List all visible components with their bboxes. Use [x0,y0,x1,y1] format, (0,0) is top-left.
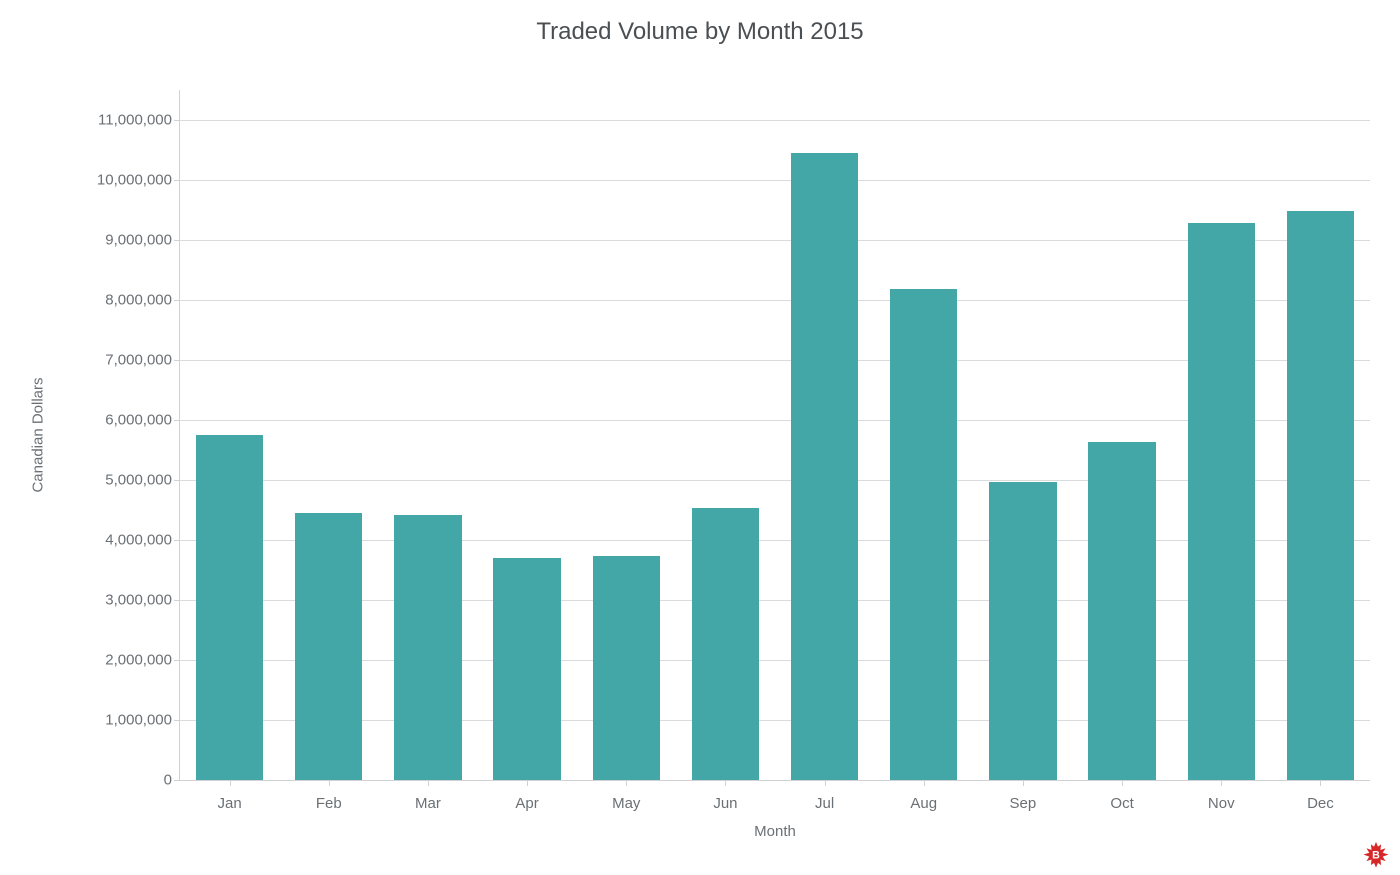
bar [593,556,660,780]
y-tick-mark [174,120,180,121]
x-tick-label: Aug [910,795,937,812]
bar [394,515,461,780]
x-tick-mark [924,780,925,786]
bars-group [180,90,1370,780]
y-tick-label: 6,000,000 [32,412,172,429]
y-tick-label: 0 [32,772,172,789]
y-tick-mark [174,420,180,421]
bar [890,289,957,780]
x-tick-label: Dec [1307,795,1334,812]
y-tick-label: 3,000,000 [32,592,172,609]
x-tick-label: Jul [815,795,834,812]
x-tick-mark [1320,780,1321,786]
y-tick-mark [174,180,180,181]
x-tick-label: Apr [515,795,538,812]
plot-area: JanFebMarAprMayJunJulAugSepOctNovDec Mon… [180,90,1370,780]
y-tick-mark [174,660,180,661]
x-tick-label: Sep [1010,795,1037,812]
y-tick-mark [174,360,180,361]
chart-container: Traded Volume by Month 2015 Canadian Dol… [0,0,1400,875]
y-tick-label: 11,000,000 [32,112,172,129]
bar [989,482,1056,780]
bar [1188,223,1255,780]
bar [493,558,560,780]
x-tick-mark [725,780,726,786]
y-tick-mark [174,720,180,721]
y-tick-label: 2,000,000 [32,652,172,669]
x-tick-mark [230,780,231,786]
x-tick-label: Jun [713,795,737,812]
x-tick-mark [825,780,826,786]
bar [1088,442,1155,780]
bar [791,153,858,780]
y-tick-label: 7,000,000 [32,352,172,369]
y-tick-label: 8,000,000 [32,292,172,309]
y-tick-mark [174,600,180,601]
bitcoin-maple-icon: B [1362,841,1390,869]
x-tick-mark [626,780,627,786]
x-tick-mark [428,780,429,786]
x-tick-label: Feb [316,795,342,812]
x-tick-label: Nov [1208,795,1235,812]
y-tick-mark [174,240,180,241]
y-tick-label: 5,000,000 [32,472,172,489]
chart-title: Traded Volume by Month 2015 [0,0,1400,46]
y-tick-label: 10,000,000 [32,172,172,189]
y-tick-mark [174,780,180,781]
bar [295,513,362,780]
x-tick-mark [1221,780,1222,786]
x-tick-label: May [612,795,640,812]
y-tick-label: 1,000,000 [32,712,172,729]
bar [196,435,263,780]
x-axis-line [180,780,1370,781]
x-tick-mark [1023,780,1024,786]
svg-text:B: B [1372,849,1380,861]
x-tick-label: Jan [217,795,241,812]
y-tick-label: 4,000,000 [32,532,172,549]
x-tick-label: Oct [1110,795,1133,812]
x-tick-mark [527,780,528,786]
y-tick-mark [174,540,180,541]
y-tick-mark [174,480,180,481]
x-tick-mark [1122,780,1123,786]
y-tick-mark [174,300,180,301]
y-tick-label: 9,000,000 [32,232,172,249]
x-tick-mark [329,780,330,786]
x-tick-label: Mar [415,795,441,812]
bar [692,508,759,780]
x-axis-title: Month [754,823,796,840]
bar [1287,211,1354,780]
